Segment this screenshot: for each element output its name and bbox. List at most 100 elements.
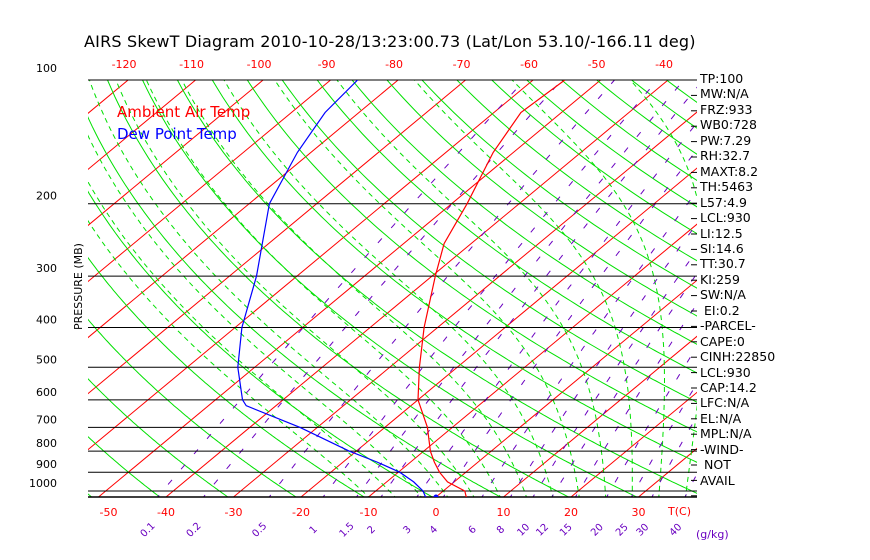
dry-adiabat-line — [88, 378, 229, 497]
mixing-ratio-tick-label: 3 — [401, 524, 413, 536]
dry-adiabat-line — [316, 80, 697, 374]
isotherm-line — [165, 80, 669, 497]
stat-item: CINH:22850 — [700, 349, 776, 365]
mixing-ratio-line — [606, 345, 697, 497]
stat-item: CAPE:0 — [700, 333, 745, 349]
dewpoint-profile-line — [237, 80, 427, 497]
mixing-ratio-line — [268, 80, 615, 497]
dry-adiabat-line — [792, 71, 870, 500]
dry-adiabat-line — [491, 80, 697, 235]
bottom-temp-tick-label: -20 — [292, 506, 310, 519]
top-temp-tick-label: -120 — [112, 58, 137, 71]
top-temp-tick-label: -100 — [247, 58, 272, 71]
moist-adiabat-line — [511, 80, 665, 497]
dry-adiabat-line — [281, 80, 697, 403]
dry-adiabat-line — [88, 190, 434, 497]
isotherm-line — [368, 223, 697, 497]
moist-adiabat-line — [414, 80, 633, 497]
top-temp-tick-label: -80 — [385, 58, 403, 71]
stat-item: -PARCEL- — [700, 318, 756, 334]
pressure-tick-label: 800 — [36, 437, 57, 450]
x-axis-label: T(C) — [667, 505, 691, 518]
mixing-ratio-tick-label: 10 — [515, 522, 532, 539]
stat-item: EI:0.2 — [704, 302, 740, 318]
mixing-ratio-tick-label: 20 — [589, 522, 606, 539]
stat-item: MAXT:8.2 — [700, 163, 759, 179]
moist-adiabat-line — [88, 80, 449, 497]
stat-item: NOT — [704, 457, 731, 473]
pressure-tick-label: 900 — [36, 458, 57, 471]
mixing-ratio-unit-label: (g/kg) — [696, 528, 729, 541]
top-temp-tick-label: -110 — [179, 58, 204, 71]
stat-item: PW:7.29 — [700, 132, 752, 148]
isotherm-line — [88, 80, 466, 395]
isotherm-line — [88, 80, 264, 227]
stat-item: SW:N/A — [700, 287, 746, 303]
isotherm-line — [88, 80, 129, 114]
mixing-ratio-tick-label: 1 — [308, 524, 320, 536]
isotherm-line — [88, 80, 196, 171]
moist-adiabat-line — [115, 80, 475, 497]
mixing-ratio-line — [156, 80, 525, 497]
dry-adiabat-line — [456, 80, 697, 262]
mixing-ratio-line — [380, 86, 697, 497]
mixing-ratio-tick-label: 0.1 — [139, 521, 158, 540]
mixing-ratio-tick-label: 0.5 — [250, 521, 269, 540]
stat-item: RH:32.7 — [700, 148, 751, 164]
dry-adiabat-line — [88, 318, 297, 497]
mixing-ratio-tick-label: 30 — [635, 522, 652, 539]
pressure-tick-label: 1000 — [29, 477, 57, 490]
dry-adiabat-line — [421, 80, 697, 289]
stat-item: LI:12.5 — [700, 225, 743, 241]
isotherm-line — [435, 279, 697, 497]
stat-item: -WIND- — [700, 441, 744, 457]
isotherm-line — [233, 111, 697, 497]
stat-item: MPL:N/A — [700, 426, 752, 442]
mixing-ratio-line — [630, 382, 697, 497]
moist-adiabat-line — [145, 80, 501, 497]
stat-item: KI:259 — [700, 271, 740, 287]
mixing-ratio-line — [509, 222, 697, 497]
top-temp-tick-label: -40 — [655, 58, 673, 71]
mixing-ratio-tick-label: 1.5 — [338, 521, 357, 540]
stat-item: LFC:N/A — [700, 395, 750, 411]
dry-adiabat-line — [88, 256, 366, 497]
stat-item: L57:4.9 — [700, 194, 747, 210]
top-temp-tick-label: -70 — [453, 58, 471, 71]
mixing-ratio-line — [416, 121, 697, 497]
dry-adiabat-line — [88, 436, 161, 497]
mixing-ratio-tick-label: 40 — [668, 522, 685, 539]
stat-item: TP:100 — [700, 71, 744, 86]
isotherm-line — [638, 447, 697, 497]
pressure-tick-label: 600 — [36, 386, 57, 399]
stat-item: SI:14.6 — [700, 240, 744, 256]
top-temp-tick-label: -90 — [318, 58, 336, 71]
mixing-ratio-tick-label: 8 — [495, 524, 507, 536]
isotherm-line — [88, 80, 399, 339]
isotherm-line — [774, 80, 870, 497]
chart-title: AIRS SkewT Diagram 2010-10-28/13:23:00.7… — [84, 32, 696, 51]
moist-adiabat-line — [88, 219, 370, 497]
isotherm-line — [88, 80, 534, 451]
stat-item: WB0:728 — [700, 117, 757, 133]
pressure-tick-label: 400 — [36, 313, 57, 326]
dry-adiabat-line — [141, 80, 638, 497]
bottom-temp-tick-label: -30 — [225, 506, 243, 519]
moist-adiabat-line — [630, 80, 697, 497]
bottom-temp-tick-label: -40 — [157, 506, 175, 519]
dry-adiabat-line — [211, 80, 697, 463]
pressure-tick-label: 100 — [36, 62, 57, 75]
stat-item: MW:N/A — [700, 86, 749, 102]
dry-adiabat-line — [0, 71, 26, 500]
legend-item: Ambient Air Temp — [117, 103, 250, 121]
isotherm-line — [0, 80, 61, 497]
bottom-temp-tick-label: 30 — [632, 506, 646, 519]
mixing-ratio-tick-label: 15 — [558, 522, 575, 539]
top-temp-tick-label: -60 — [520, 58, 538, 71]
y-axis-label: PRESSURE (MB) — [72, 243, 85, 330]
bottom-temp-tick-label: -50 — [100, 506, 118, 519]
top-temp-tick-label: -50 — [588, 58, 606, 71]
dry-adiabat-line — [758, 71, 870, 500]
moist-adiabat-line — [88, 180, 396, 497]
